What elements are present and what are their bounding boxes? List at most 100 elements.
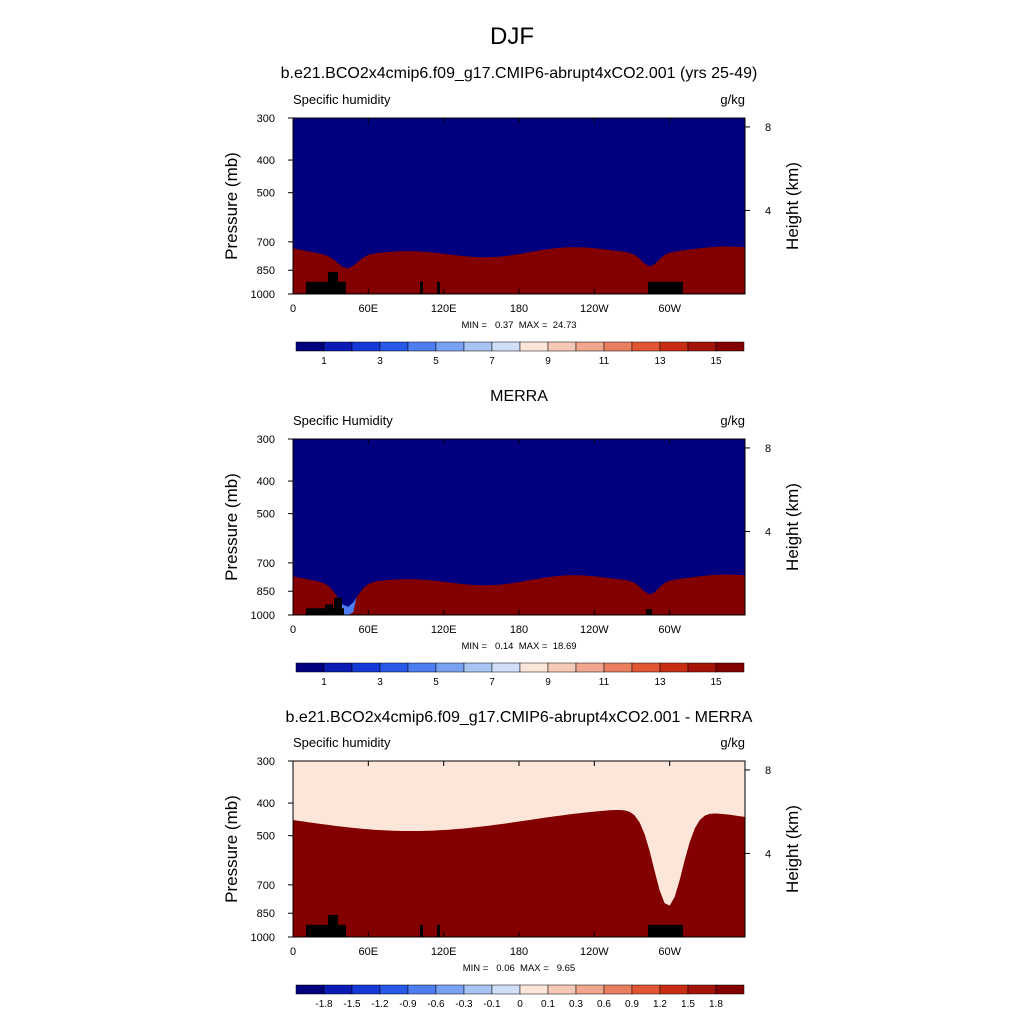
colorbar-swatch <box>295 984 325 995</box>
y-tick-label: 500 <box>257 509 275 521</box>
x-tick-label: 120W <box>580 624 609 636</box>
colorbar-swatch <box>351 341 381 352</box>
topography <box>648 924 683 937</box>
y-tick-label: 400 <box>257 155 275 167</box>
colorbar-swatch <box>603 984 633 995</box>
y-tick-label: 700 <box>257 558 275 570</box>
colorbar-label: 1 <box>321 677 327 688</box>
x-tick-label: 0 <box>290 303 296 315</box>
colorbar-swatch <box>603 341 633 352</box>
panel-right-label: g/kg <box>720 735 745 750</box>
panel-1: b.e21.BCO2x4cmip6.f09_g17.CMIP6-abrupt4x… <box>222 65 802 367</box>
colorbar-swatch <box>323 341 353 352</box>
panel-title: b.e21.BCO2x4cmip6.f09_g17.CMIP6-abrupt4x… <box>281 65 758 82</box>
colorbar-label: -1.5 <box>343 999 361 1010</box>
colorbar-label: -0.6 <box>427 999 445 1010</box>
colorbar-swatch <box>323 662 353 673</box>
colorbar-swatch <box>351 984 381 995</box>
y-tick-label: 500 <box>257 188 275 200</box>
panel-left-label: Specific humidity <box>293 735 391 750</box>
colorbar-label: 13 <box>654 677 666 688</box>
colorbar-swatch <box>687 984 717 995</box>
colorbar-swatch <box>295 662 325 673</box>
x-tick-label: 60E <box>359 946 379 958</box>
colorbar-swatch <box>379 662 409 673</box>
colorbar-swatch <box>379 341 409 352</box>
colorbar-swatch <box>575 984 605 995</box>
colorbar-swatch <box>491 341 521 352</box>
panel-left-label: Specific humidity <box>293 92 391 107</box>
topography <box>648 281 683 294</box>
colorbar-label: 1.2 <box>653 999 667 1010</box>
colorbar-label: 0.6 <box>597 999 611 1010</box>
y-tick-label: 850 <box>257 586 275 598</box>
colorbar-label: 5 <box>433 356 439 367</box>
topography <box>334 597 342 615</box>
y-tick-label: 1000 <box>251 289 275 301</box>
field <box>293 118 745 294</box>
colorbar-swatch <box>715 341 745 352</box>
colorbar-label: 11 <box>599 677 610 688</box>
min-max-stats: MIN = 0.14 MAX = 18.69 <box>461 641 576 652</box>
y-tick-label: 300 <box>257 756 275 768</box>
x-tick-label: 120E <box>431 303 457 315</box>
colorbar-swatch <box>631 662 661 673</box>
colorbar-swatch <box>547 984 577 995</box>
colorbar-label: 0 <box>517 999 523 1010</box>
colorbar-label: 0.1 <box>541 999 555 1010</box>
right-tick-label: 4 <box>765 205 771 217</box>
colorbar-swatch <box>351 662 381 673</box>
right-tick-label: 8 <box>765 443 771 455</box>
colorbar-label: 0.3 <box>569 999 583 1010</box>
colorbar: 1 3 5 7 9 11 13 15 <box>295 662 745 688</box>
colorbar-swatch <box>435 984 465 995</box>
colorbar-swatch <box>407 984 437 995</box>
right-tick-label: 4 <box>765 848 771 860</box>
colorbar-swatch <box>715 662 745 673</box>
colorbar-swatch <box>659 984 689 995</box>
y-axis-label: Pressure (mb) <box>222 152 241 260</box>
topography <box>328 914 338 937</box>
y-tick-label: 500 <box>257 831 275 843</box>
y-tick-label: 400 <box>257 798 275 810</box>
panel-left-label: Specific Humidity <box>293 413 393 428</box>
colorbar-swatch <box>631 984 661 995</box>
colorbar-swatch <box>715 984 745 995</box>
contour-band <box>293 761 745 906</box>
topography <box>646 609 652 615</box>
colorbar-label: 7 <box>489 677 495 688</box>
y-axis-label: Pressure (mb) <box>222 473 241 581</box>
panel-right-label: g/kg <box>720 413 745 428</box>
y-tick-label: 700 <box>257 237 275 249</box>
colorbar-swatch <box>519 984 549 995</box>
colorbar-swatch <box>435 662 465 673</box>
colorbar-label: -1.2 <box>371 999 389 1010</box>
x-tick-label: 120E <box>431 946 457 958</box>
x-tick-label: 60W <box>658 303 681 315</box>
colorbar-label: -1.8 <box>315 999 333 1010</box>
x-tick-label: 60E <box>359 303 379 315</box>
topography <box>420 924 423 937</box>
colorbar-label: 15 <box>710 356 722 367</box>
right-tick-label: 8 <box>765 122 771 134</box>
colorbar-swatch <box>463 984 493 995</box>
x-tick-label: 180 <box>510 946 528 958</box>
y-axis-label: Pressure (mb) <box>222 795 241 903</box>
colorbar-swatch <box>435 341 465 352</box>
y-tick-label: 700 <box>257 880 275 892</box>
colorbar-swatch <box>687 341 717 352</box>
x-tick-label: 60W <box>658 946 681 958</box>
x-tick-label: 0 <box>290 624 296 636</box>
colorbar-label: 7 <box>489 356 495 367</box>
figure-title: DJF <box>490 23 534 50</box>
topography <box>437 281 440 294</box>
y-tick-label: 1000 <box>251 610 275 622</box>
colorbar-label: 5 <box>433 677 439 688</box>
y-tick-label: 400 <box>257 476 275 488</box>
colorbar-label: 11 <box>599 356 610 367</box>
y-tick-label: 300 <box>257 434 275 446</box>
panel-right-label: g/kg <box>720 92 745 107</box>
